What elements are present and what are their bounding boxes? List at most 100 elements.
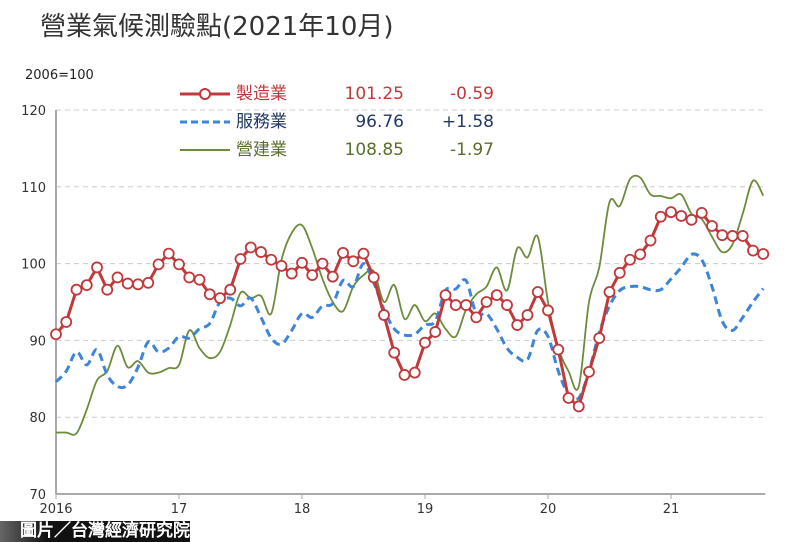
x-tick-label: 18 <box>294 502 311 517</box>
data-point-manufacturing <box>511 319 524 331</box>
data-point-manufacturing <box>101 283 114 296</box>
data-point-manufacturing <box>685 213 698 226</box>
data-point-manufacturing <box>757 248 770 260</box>
data-point-manufacturing <box>480 296 493 308</box>
chart-title: 營業氣候測驗點(2021年10月) <box>40 12 394 42</box>
data-point-manufacturing <box>439 289 452 301</box>
series-line-construction <box>55 174 765 436</box>
data-point-manufacturing <box>378 309 390 321</box>
data-point-manufacturing <box>531 286 544 298</box>
data-point-manufacturing <box>183 271 196 284</box>
data-point-manufacturing <box>675 210 688 222</box>
data-point-manufacturing <box>470 311 483 324</box>
legend-name: 製造業 <box>236 84 287 104</box>
data-point-manufacturing <box>747 244 759 257</box>
data-point-manufacturing <box>583 365 595 378</box>
data-point-manufacturing <box>695 207 708 219</box>
data-point-manufacturing <box>111 271 124 284</box>
data-point-manufacturing <box>726 230 739 242</box>
x-tick-label: 20 <box>540 502 557 517</box>
data-point-manufacturing <box>275 260 288 272</box>
data-point-manufacturing <box>624 253 636 266</box>
legend-item-manufacturing: 製造業 101.25 -0.59 <box>180 83 494 105</box>
legend-name: 營建業 <box>236 140 287 160</box>
data-point-manufacturing <box>234 253 247 265</box>
data-point-manufacturing <box>460 299 472 311</box>
data-point-manufacturing <box>142 276 155 289</box>
y-tick-label: 120 <box>21 104 46 119</box>
data-point-manufacturing <box>224 283 237 296</box>
data-point-manufacturing <box>665 206 677 219</box>
data-point-manufacturing <box>603 286 616 298</box>
data-point-manufacturing <box>490 289 503 301</box>
x-tick-label: 17 <box>171 502 188 517</box>
legend-item-construction: 營建業 108.85 -1.97 <box>180 139 494 161</box>
data-point-manufacturing <box>521 309 534 321</box>
data-point-manufacturing <box>429 326 442 338</box>
legend-change: +1.58 <box>441 112 494 132</box>
data-point-manufacturing <box>408 366 421 379</box>
series-line-services <box>54 252 765 402</box>
legend-line-icon <box>180 149 230 151</box>
data-point-manufacturing <box>357 247 370 260</box>
data-point-manufacturing <box>132 278 144 291</box>
data-point-manufacturing <box>255 246 267 258</box>
data-point-manufacturing <box>244 241 257 254</box>
legend-dashed-line-icon <box>180 120 230 124</box>
image-credit: 圖片／台灣經濟研究院 <box>0 521 190 542</box>
data-point-manufacturing <box>367 271 380 284</box>
legend-value: 108.85 <box>344 140 404 160</box>
data-point-manufacturing <box>449 299 462 311</box>
unit-label: 2006=100 <box>25 68 94 83</box>
y-tick-label: 110 <box>21 181 46 196</box>
data-point-manufacturing <box>398 369 411 381</box>
data-point-manufacturing <box>613 266 626 279</box>
data-point-manufacturing <box>91 261 103 274</box>
data-point-manufacturing <box>173 258 185 271</box>
data-point-manufacturing <box>562 392 575 404</box>
data-point-manufacturing <box>265 253 278 266</box>
legend-value: 101.25 <box>344 84 404 104</box>
data-point-manufacturing <box>80 279 93 292</box>
data-point-manufacturing <box>50 328 62 341</box>
legend-value: 96.76 <box>355 112 404 132</box>
data-point-manufacturing <box>60 316 73 328</box>
data-point-manufacturing <box>716 229 729 242</box>
data-point-manufacturing <box>285 267 298 280</box>
data-point-manufacturing <box>306 269 319 282</box>
x-tick-label: 19 <box>417 502 434 517</box>
y-tick-label: 90 <box>29 334 46 349</box>
data-point-manufacturing <box>388 346 401 359</box>
data-point-manufacturing <box>552 343 565 356</box>
legend-change: -0.59 <box>450 84 494 104</box>
data-point-manufacturing <box>193 273 206 286</box>
y-tick-label: 100 <box>21 258 46 273</box>
x-tick-label: 21 <box>663 502 680 517</box>
data-point-manufacturing <box>347 255 360 268</box>
data-point-manufacturing <box>736 230 749 242</box>
legend-name: 服務業 <box>236 112 287 132</box>
data-point-manufacturing <box>70 283 83 296</box>
data-point-manufacturing <box>326 270 339 283</box>
data-point-manufacturing <box>121 277 134 290</box>
data-point-manufacturing <box>203 288 216 301</box>
data-point-manufacturing <box>501 299 513 311</box>
y-tick-label: 70 <box>29 488 46 503</box>
data-point-manufacturing <box>706 220 718 232</box>
data-point-manufacturing <box>214 292 226 305</box>
data-point-manufacturing <box>572 400 585 413</box>
data-point-manufacturing <box>542 304 554 317</box>
data-point-manufacturing <box>644 234 657 247</box>
data-point-manufacturing <box>316 257 329 270</box>
y-tick-label: 80 <box>29 411 46 426</box>
legend-item-services: 服務業 96.76 +1.58 <box>180 111 494 133</box>
data-point-manufacturing <box>152 258 165 271</box>
x-tick-label: 2016 <box>39 502 72 517</box>
data-point-manufacturing <box>337 246 349 259</box>
data-point-manufacturing <box>296 256 308 269</box>
legend-marker-line-icon <box>180 88 230 100</box>
data-point-manufacturing <box>654 210 667 223</box>
data-point-manufacturing <box>593 332 606 344</box>
data-point-manufacturing <box>419 336 431 349</box>
